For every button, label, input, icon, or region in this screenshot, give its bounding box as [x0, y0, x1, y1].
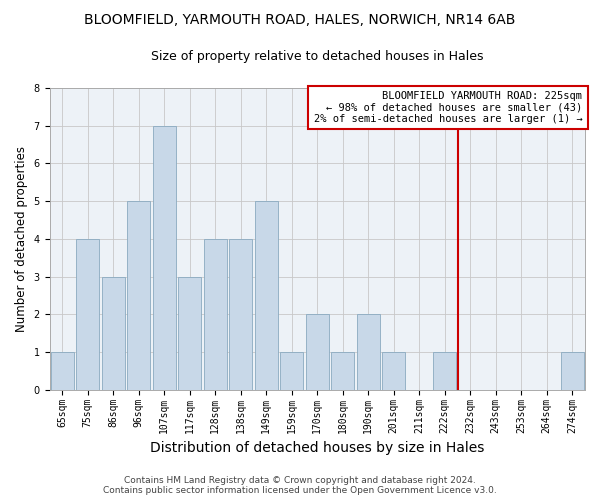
- Bar: [229, 239, 252, 390]
- Bar: [331, 352, 354, 390]
- Bar: [76, 239, 99, 390]
- Bar: [357, 314, 380, 390]
- X-axis label: Distribution of detached houses by size in Hales: Distribution of detached houses by size …: [150, 441, 484, 455]
- Bar: [306, 314, 329, 390]
- Bar: [255, 201, 278, 390]
- Bar: [433, 352, 456, 390]
- Bar: [127, 201, 150, 390]
- Y-axis label: Number of detached properties: Number of detached properties: [15, 146, 28, 332]
- Text: BLOOMFIELD, YARMOUTH ROAD, HALES, NORWICH, NR14 6AB: BLOOMFIELD, YARMOUTH ROAD, HALES, NORWIC…: [85, 12, 515, 26]
- Bar: [51, 352, 74, 390]
- Bar: [102, 276, 125, 390]
- Bar: [382, 352, 405, 390]
- Title: Size of property relative to detached houses in Hales: Size of property relative to detached ho…: [151, 50, 484, 63]
- Bar: [561, 352, 584, 390]
- Text: Contains HM Land Registry data © Crown copyright and database right 2024.
Contai: Contains HM Land Registry data © Crown c…: [103, 476, 497, 495]
- Bar: [204, 239, 227, 390]
- Bar: [280, 352, 303, 390]
- Text: BLOOMFIELD YARMOUTH ROAD: 225sqm
← 98% of detached houses are smaller (43)
2% of: BLOOMFIELD YARMOUTH ROAD: 225sqm ← 98% o…: [314, 91, 583, 124]
- Bar: [178, 276, 201, 390]
- Bar: [153, 126, 176, 390]
